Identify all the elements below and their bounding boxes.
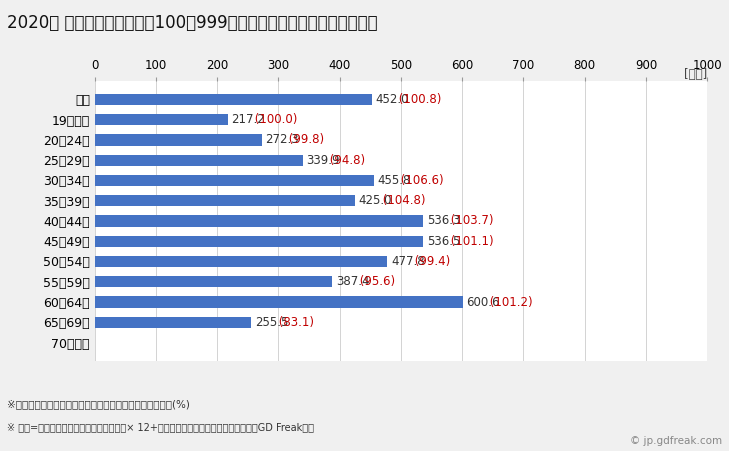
Text: 477.8: 477.8	[391, 255, 425, 268]
Text: 387.4: 387.4	[335, 275, 369, 288]
Text: 217.2: 217.2	[231, 113, 265, 126]
Text: 255.5: 255.5	[255, 316, 288, 329]
Text: (101.2): (101.2)	[486, 295, 533, 308]
Text: 452.0: 452.0	[375, 93, 409, 106]
Text: (100.8): (100.8)	[395, 93, 442, 106]
Text: (100.0): (100.0)	[252, 113, 297, 126]
Bar	[95, 256, 387, 267]
Text: 536.5: 536.5	[427, 235, 460, 248]
Bar	[95, 94, 372, 105]
Text: (99.8): (99.8)	[285, 133, 324, 147]
Text: (94.8): (94.8)	[327, 154, 366, 167]
Bar	[95, 296, 463, 308]
Text: © jp.gdfreak.com: © jp.gdfreak.com	[630, 437, 722, 446]
Bar	[95, 276, 332, 287]
Text: 455.8: 455.8	[378, 174, 411, 187]
Text: 272.3: 272.3	[265, 133, 299, 147]
Text: 600.6: 600.6	[467, 295, 499, 308]
Text: (106.6): (106.6)	[397, 174, 444, 187]
Text: (103.7): (103.7)	[447, 215, 494, 227]
Text: (95.6): (95.6)	[356, 275, 394, 288]
Text: 425.0: 425.0	[359, 194, 392, 207]
Text: (101.1): (101.1)	[447, 235, 494, 248]
Text: 536.3: 536.3	[427, 215, 460, 227]
Bar	[95, 134, 262, 146]
Text: 339.9: 339.9	[307, 154, 340, 167]
Bar	[95, 175, 374, 186]
Text: (104.8): (104.8)	[378, 194, 425, 207]
Bar	[95, 216, 423, 226]
Bar	[95, 195, 355, 206]
Text: [万円]: [万円]	[684, 68, 707, 81]
Bar	[95, 155, 303, 166]
Bar	[95, 236, 424, 247]
Text: ※ 年収=「きまって支給する現金給与額」× 12+「年間賞与その他特別給与額」としてGD Freak推計: ※ 年収=「きまって支給する現金給与額」× 12+「年間賞与その他特別給与額」と…	[7, 422, 314, 432]
Bar	[95, 114, 227, 125]
Text: (99.4): (99.4)	[411, 255, 451, 268]
Text: 2020年 民間企業（従業者数100〜999人）フルタイム労働者の平均年収: 2020年 民間企業（従業者数100〜999人）フルタイム労働者の平均年収	[7, 14, 378, 32]
Text: (83.1): (83.1)	[275, 316, 313, 329]
Bar	[95, 317, 252, 328]
Text: ※（）内は域内の同業種・同年齢層の平均所得に対する比(%): ※（）内は域内の同業種・同年齢層の平均所得に対する比(%)	[7, 399, 190, 409]
